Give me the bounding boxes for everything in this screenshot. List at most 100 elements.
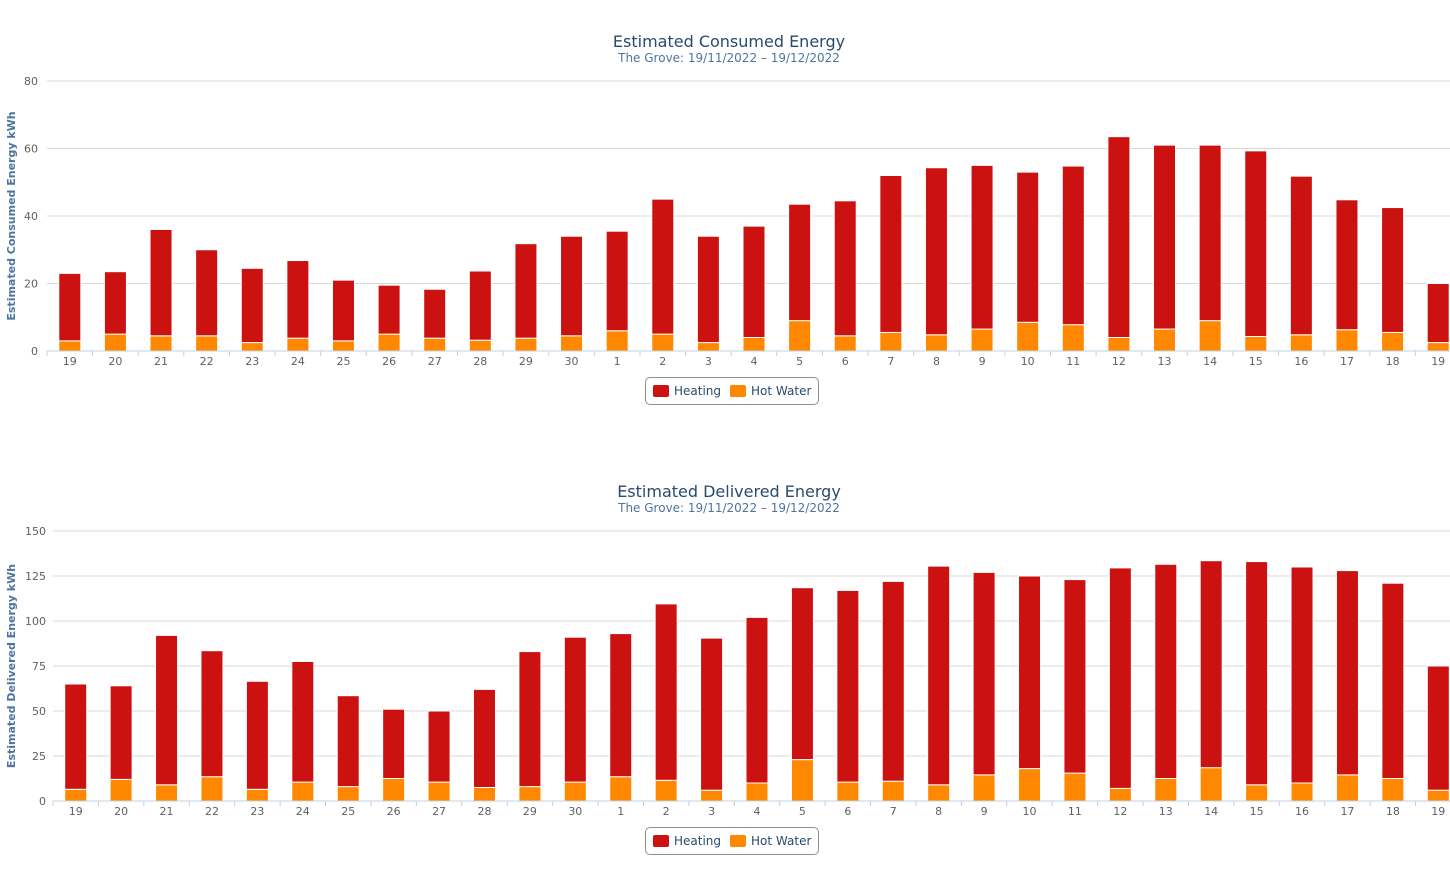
bar-heating[interactable] [1063, 579, 1087, 774]
bar-heating[interactable] [605, 230, 629, 332]
bar-heating[interactable] [700, 637, 724, 791]
bar-hot-water[interactable] [64, 788, 88, 802]
bar-hot-water[interactable] [1335, 329, 1359, 352]
bar-hot-water[interactable] [1107, 337, 1131, 352]
bar-heating[interactable] [927, 565, 951, 786]
bar-hot-water[interactable] [377, 333, 401, 352]
bar-hot-water[interactable] [788, 320, 812, 352]
bar-hot-water[interactable] [1063, 772, 1087, 802]
bar-hot-water[interactable] [336, 786, 360, 802]
bar-hot-water[interactable] [609, 776, 633, 802]
bar-heating[interactable] [1289, 175, 1313, 336]
bar-hot-water[interactable] [286, 337, 310, 352]
legend-item-heating[interactable]: Heating [653, 384, 721, 398]
bar-hot-water[interactable] [331, 340, 355, 352]
bar-hot-water[interactable] [109, 778, 133, 802]
bar-heating[interactable] [1335, 199, 1359, 331]
bar-heating[interactable] [788, 203, 812, 322]
bar-hot-water[interactable] [382, 778, 406, 802]
bar-heating[interactable] [518, 651, 542, 788]
bar-hot-water[interactable] [472, 787, 496, 802]
bar-heating[interactable] [1107, 136, 1131, 338]
bar-heating[interactable] [240, 267, 264, 344]
bar-hot-water[interactable] [833, 335, 857, 352]
bar-hot-water[interactable] [423, 337, 447, 352]
bar-heating[interactable] [970, 164, 994, 330]
bar-heating[interactable] [286, 260, 310, 339]
bar-heating[interactable] [245, 680, 269, 790]
bar-hot-water[interactable] [155, 784, 179, 802]
bar-hot-water[interactable] [1198, 320, 1222, 352]
bar-hot-water[interactable] [240, 342, 264, 352]
bar-heating[interactable] [1381, 582, 1405, 779]
bar-heating[interactable] [1245, 561, 1269, 786]
bar-hot-water[interactable] [1426, 342, 1450, 352]
bar-heating[interactable] [109, 685, 133, 780]
bar-hot-water[interactable] [245, 788, 269, 802]
bar-hot-water[interactable] [836, 781, 860, 802]
bar-hot-water[interactable] [1244, 335, 1268, 352]
bar-hot-water[interactable] [654, 779, 678, 802]
bar-heating[interactable] [200, 650, 224, 778]
bar-heating[interactable] [609, 633, 633, 778]
bar-hot-water[interactable] [195, 335, 219, 352]
bar-heating[interactable] [377, 284, 401, 335]
bar-hot-water[interactable] [924, 334, 948, 352]
bar-heating[interactable] [149, 229, 173, 337]
bar-heating[interactable] [1426, 665, 1450, 791]
bar-heating[interactable] [64, 683, 88, 790]
bar-heating[interactable] [742, 225, 766, 338]
bar-hot-water[interactable] [1153, 328, 1177, 352]
bar-hot-water[interactable] [881, 780, 905, 802]
bar-heating[interactable] [155, 634, 179, 786]
bar-heating[interactable] [1153, 144, 1177, 330]
bar-hot-water[interactable] [468, 339, 492, 352]
bar-heating[interactable] [924, 167, 948, 336]
bar-heating[interactable] [1108, 567, 1132, 789]
bar-hot-water[interactable] [1335, 774, 1359, 802]
bar-heating[interactable] [1018, 575, 1042, 770]
bar-heating[interactable] [696, 235, 720, 344]
bar-hot-water[interactable] [58, 340, 82, 352]
bar-hot-water[interactable] [560, 335, 584, 352]
bar-heating[interactable] [833, 200, 857, 337]
bar-hot-water[interactable] [1289, 334, 1313, 352]
bar-heating[interactable] [1199, 560, 1223, 769]
bar-heating[interactable] [331, 279, 355, 342]
bar-hot-water[interactable] [700, 789, 724, 802]
bar-heating[interactable] [1381, 207, 1405, 333]
bar-heating[interactable] [291, 661, 315, 783]
bar-hot-water[interactable] [696, 342, 720, 352]
bar-hot-water[interactable] [742, 337, 766, 352]
bar-hot-water[interactable] [518, 786, 542, 802]
bar-hot-water[interactable] [1426, 789, 1450, 802]
legend-item-hot-water[interactable]: Hot Water [730, 834, 811, 848]
bar-hot-water[interactable] [1381, 331, 1405, 352]
bar-hot-water[interactable] [103, 333, 127, 352]
bar-hot-water[interactable] [1154, 778, 1178, 802]
bar-hot-water[interactable] [605, 330, 629, 352]
bar-heating[interactable] [790, 587, 814, 761]
bar-hot-water[interactable] [200, 776, 224, 802]
bar-hot-water[interactable] [1061, 324, 1085, 352]
bar-hot-water[interactable] [1016, 321, 1040, 352]
bar-heating[interactable] [472, 688, 496, 788]
bar-hot-water[interactable] [651, 333, 675, 352]
bar-heating[interactable] [1061, 165, 1085, 326]
bar-heating[interactable] [1290, 566, 1314, 784]
bar-heating[interactable] [1016, 171, 1040, 323]
bar-hot-water[interactable] [1108, 787, 1132, 802]
bar-heating[interactable] [560, 235, 584, 337]
bar-heating[interactable] [879, 175, 903, 333]
legend-item-hot-water[interactable]: Hot Water [730, 384, 811, 398]
bar-heating[interactable] [836, 589, 860, 783]
bar-heating[interactable] [195, 249, 219, 337]
bar-hot-water[interactable] [1290, 782, 1314, 802]
bar-hot-water[interactable] [745, 782, 769, 802]
bar-heating[interactable] [972, 571, 996, 776]
bar-hot-water[interactable] [563, 781, 587, 802]
bar-heating[interactable] [468, 270, 492, 341]
bar-heating[interactable] [382, 708, 406, 780]
bar-heating[interactable] [1335, 570, 1359, 776]
bar-hot-water[interactable] [291, 781, 315, 802]
